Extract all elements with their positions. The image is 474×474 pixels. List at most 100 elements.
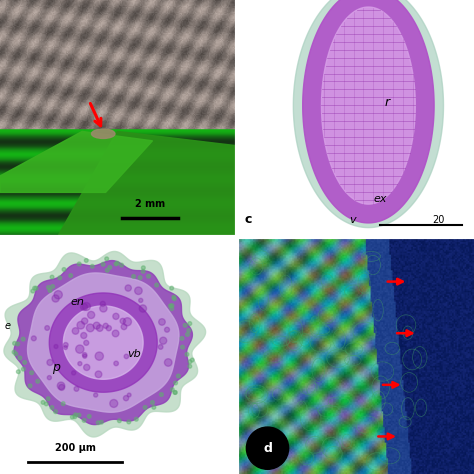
Circle shape — [82, 419, 86, 422]
Circle shape — [155, 283, 158, 287]
Text: r: r — [385, 96, 390, 109]
Circle shape — [118, 419, 121, 423]
Text: en: en — [71, 297, 84, 307]
Circle shape — [74, 386, 79, 392]
Circle shape — [180, 337, 184, 340]
Circle shape — [172, 295, 176, 299]
Circle shape — [105, 268, 109, 272]
Circle shape — [128, 393, 131, 397]
Circle shape — [77, 262, 81, 266]
Polygon shape — [49, 293, 157, 392]
Circle shape — [72, 371, 76, 375]
Circle shape — [100, 301, 105, 307]
Circle shape — [191, 358, 194, 362]
Circle shape — [50, 406, 54, 410]
Circle shape — [183, 323, 187, 327]
Polygon shape — [4, 251, 206, 437]
Circle shape — [169, 304, 173, 308]
Circle shape — [28, 384, 32, 388]
Circle shape — [77, 321, 84, 329]
Text: 200 μm: 200 μm — [55, 443, 96, 453]
Circle shape — [77, 413, 81, 417]
Circle shape — [12, 350, 16, 354]
Circle shape — [76, 345, 84, 353]
Circle shape — [59, 384, 64, 391]
Circle shape — [14, 352, 18, 356]
Polygon shape — [14, 261, 192, 425]
Circle shape — [139, 298, 143, 302]
Circle shape — [82, 302, 91, 310]
Circle shape — [31, 289, 35, 293]
Circle shape — [139, 305, 146, 312]
Text: d: d — [263, 442, 272, 455]
Circle shape — [34, 286, 38, 290]
Circle shape — [93, 322, 100, 329]
Circle shape — [187, 328, 191, 332]
Circle shape — [45, 402, 48, 406]
Circle shape — [18, 356, 22, 360]
Circle shape — [54, 345, 58, 348]
Circle shape — [120, 263, 124, 267]
Polygon shape — [0, 131, 153, 192]
Circle shape — [69, 273, 73, 277]
Circle shape — [100, 305, 107, 312]
Circle shape — [100, 420, 103, 424]
Circle shape — [62, 268, 66, 271]
Circle shape — [57, 382, 65, 390]
Text: ex: ex — [373, 194, 387, 204]
Circle shape — [95, 371, 102, 378]
Circle shape — [143, 406, 147, 409]
Circle shape — [30, 371, 34, 374]
Text: c: c — [244, 213, 251, 226]
Circle shape — [170, 286, 173, 290]
Circle shape — [114, 262, 118, 266]
Circle shape — [174, 381, 177, 385]
Circle shape — [141, 269, 145, 273]
Circle shape — [114, 361, 118, 366]
Circle shape — [158, 345, 163, 349]
Circle shape — [73, 415, 77, 419]
Circle shape — [54, 291, 62, 299]
Circle shape — [23, 361, 27, 365]
Circle shape — [108, 265, 112, 269]
Circle shape — [159, 319, 165, 325]
Circle shape — [185, 333, 189, 337]
Circle shape — [58, 276, 62, 280]
Circle shape — [61, 402, 65, 405]
Circle shape — [47, 375, 52, 380]
Circle shape — [173, 297, 176, 301]
Circle shape — [71, 415, 74, 419]
Circle shape — [87, 414, 91, 418]
Circle shape — [138, 276, 142, 280]
Circle shape — [173, 391, 177, 394]
Circle shape — [54, 410, 57, 413]
Circle shape — [81, 303, 88, 310]
Circle shape — [41, 401, 45, 404]
Circle shape — [51, 284, 55, 288]
Text: e: e — [5, 320, 11, 330]
Circle shape — [13, 341, 17, 345]
Circle shape — [17, 370, 20, 374]
Circle shape — [164, 327, 170, 332]
Circle shape — [48, 289, 52, 292]
Circle shape — [103, 323, 108, 328]
Text: 2 mm: 2 mm — [135, 199, 165, 209]
Circle shape — [188, 360, 192, 364]
Circle shape — [72, 328, 79, 334]
Circle shape — [84, 259, 88, 262]
Circle shape — [120, 318, 126, 324]
Polygon shape — [59, 131, 235, 235]
Circle shape — [95, 352, 103, 360]
Circle shape — [50, 275, 54, 279]
Circle shape — [116, 261, 119, 265]
Circle shape — [135, 418, 138, 421]
Circle shape — [170, 304, 174, 308]
Circle shape — [160, 337, 167, 344]
Circle shape — [94, 393, 98, 397]
Circle shape — [141, 266, 145, 270]
Circle shape — [146, 274, 150, 278]
Circle shape — [83, 365, 90, 371]
Circle shape — [46, 285, 50, 289]
Circle shape — [106, 326, 111, 331]
Circle shape — [152, 405, 156, 409]
